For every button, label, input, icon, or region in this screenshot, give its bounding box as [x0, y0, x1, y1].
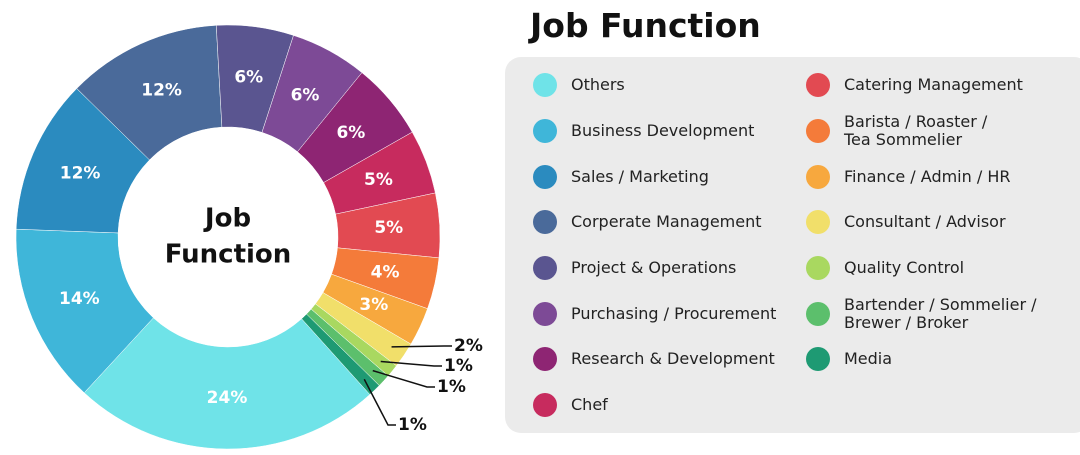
legend-item: Catering Management	[806, 73, 1023, 97]
legend-item: Consultant / Advisor	[806, 210, 1006, 234]
legend-item: Bartender / Sommelier / Brewer / Broker	[806, 296, 1037, 332]
slice	[15, 228, 154, 394]
legend-swatch	[806, 119, 830, 143]
legend-item: Project & Operations	[533, 256, 736, 280]
value-label: 14%	[59, 289, 100, 309]
center-label: Job	[203, 204, 251, 234]
value-label: 24%	[207, 388, 248, 408]
value-label: 2%	[454, 336, 483, 356]
legend: Others Business Development Sales / Market…	[505, 57, 1080, 433]
legend-swatch	[533, 119, 557, 143]
center-label: Function	[165, 240, 292, 270]
legend-label: Bartender / Sommelier / Brewer / Broker	[844, 295, 1037, 332]
legend-label: Purchasing / Procurement	[571, 304, 777, 323]
legend-swatch	[806, 73, 830, 97]
slice	[301, 313, 380, 395]
legend-label: Chef	[571, 395, 608, 414]
value-label: 4%	[371, 262, 400, 282]
legend-label: Business Development	[571, 121, 755, 140]
legend-item: Corperate Management	[533, 210, 762, 234]
legend-swatch	[533, 73, 557, 97]
legend-label: Sales / Marketing	[571, 167, 709, 186]
value-label: 12%	[141, 80, 182, 100]
legend-swatch	[533, 302, 557, 326]
leader-line	[372, 369, 435, 388]
value-label: 12%	[60, 163, 101, 183]
leader-line	[363, 378, 396, 426]
legend-item: Barista / Roaster / Tea Sommelier	[806, 113, 987, 149]
value-label: 6%	[234, 67, 263, 87]
legend-swatch	[533, 393, 557, 417]
legend-label: Media	[844, 349, 893, 368]
legend-swatch	[533, 210, 557, 234]
legend-item: Purchasing / Procurement	[533, 302, 776, 326]
legend-swatch	[806, 302, 830, 326]
value-label: 1%	[444, 356, 473, 376]
value-label: 1%	[437, 377, 466, 397]
legend-label: Finance / Admin / HR	[844, 167, 1011, 186]
donut-chart: 24%14%12%12%6%6%6%5%5%4%3%2%1%1%1%JobFun…	[15, 24, 483, 450]
legend-swatch	[806, 165, 830, 189]
value-label: 3%	[359, 295, 388, 315]
legend-label: Catering Management	[844, 75, 1023, 94]
legend-swatch	[533, 165, 557, 189]
slice	[83, 317, 371, 450]
value-label: 5%	[364, 170, 393, 190]
legend-item: Quality Control	[806, 256, 964, 280]
legend-swatch	[806, 347, 830, 371]
legend-item: Media	[806, 347, 892, 371]
legend-item: Sales / Marketing	[533, 165, 709, 189]
value-label: 1%	[398, 415, 427, 435]
legend-label: Consultant / Advisor	[844, 212, 1006, 231]
legend-swatch	[533, 347, 557, 371]
value-label: 6%	[336, 123, 365, 143]
legend-label: Research & Development	[571, 349, 775, 368]
legend-label: Corperate Management	[571, 212, 762, 231]
legend-item: Chef	[533, 393, 608, 417]
legend-label: Others	[571, 75, 625, 94]
legend-item: Research & Development	[533, 347, 775, 371]
legend-item: Others	[533, 73, 625, 97]
legend-label: Barista / Roaster / Tea Sommelier	[844, 112, 988, 149]
legend-swatch	[806, 256, 830, 280]
legend-label: Quality Control	[844, 258, 965, 277]
legend-swatch	[806, 210, 830, 234]
legend-swatch	[533, 256, 557, 280]
legend-item: Business Development	[533, 119, 754, 143]
legend-label: Project & Operations	[571, 258, 737, 277]
legend-item: Finance / Admin / HR	[806, 165, 1010, 189]
leader-line	[391, 345, 452, 348]
value-label: 5%	[374, 218, 403, 238]
value-label: 6%	[291, 86, 320, 106]
chart-title: Job Function	[530, 6, 761, 45]
leader-line	[380, 360, 442, 367]
